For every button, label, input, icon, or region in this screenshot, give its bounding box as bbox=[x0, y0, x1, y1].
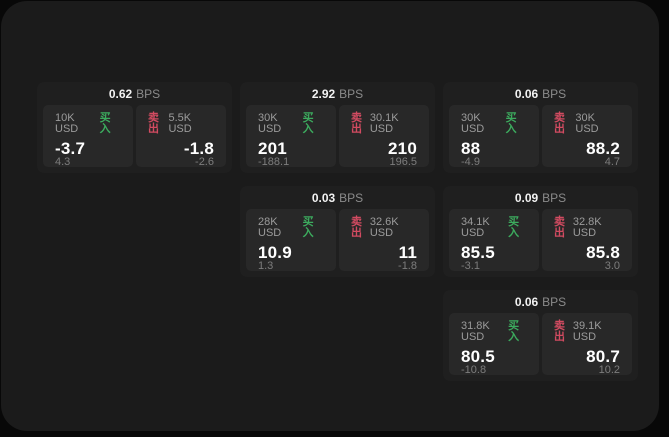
buy-delta: -4.9 bbox=[461, 156, 480, 168]
sell-side-panel[interactable]: 卖出 32.6K USD 11 -1.8 bbox=[339, 209, 429, 272]
spread-bps-value: 0.09 bbox=[514, 190, 539, 205]
buy-label: 买入 bbox=[99, 112, 111, 135]
sell-price: 80.7 bbox=[586, 347, 620, 366]
buy-price: -3.7 bbox=[55, 139, 86, 158]
spread-bps-unit: BPS bbox=[542, 190, 567, 205]
sell-amount: 30.1K USD bbox=[369, 112, 399, 135]
sell-price: 210 bbox=[388, 139, 417, 158]
buy-amount: 31.8K USD bbox=[461, 320, 490, 343]
buy-delta: -10.8 bbox=[461, 364, 487, 376]
buy-amount: 10K USD bbox=[55, 112, 79, 135]
buy-delta: 1.3 bbox=[258, 260, 274, 272]
buy-amount: 28K USD bbox=[258, 216, 282, 239]
sell-delta: -2.6 bbox=[195, 156, 214, 168]
buy-price: 10.9 bbox=[258, 243, 292, 262]
buy-label: 买入 bbox=[508, 320, 520, 343]
sell-side-panel[interactable]: 卖出 32.8K USD 85.8 3.0 bbox=[542, 209, 632, 272]
sell-amount: 32.6K USD bbox=[369, 216, 399, 239]
sell-delta: -1.8 bbox=[398, 260, 417, 272]
sell-price: 11 bbox=[398, 243, 417, 262]
sell-amount: 39.1K USD bbox=[572, 320, 602, 343]
sell-amount: 30K USD bbox=[575, 112, 599, 135]
quote-card: 0.06 BPS 31.8K USD 买入 80.5 -10.8 卖出 39.1… bbox=[443, 290, 638, 381]
quote-card: 0.62 BPS 10K USD 买入 -3.7 4.3 卖出 5.5K USD… bbox=[37, 82, 232, 173]
buy-amount: 34.1K USD bbox=[461, 216, 490, 239]
sell-side-panel[interactable]: 卖出 30.1K USD 210 196.5 bbox=[339, 105, 429, 168]
buy-delta: -188.1 bbox=[258, 156, 290, 168]
sell-amount: 5.5K USD bbox=[168, 112, 192, 135]
spread-bps-value: 0.03 bbox=[311, 190, 336, 205]
quote-card-header: 0.09 BPS bbox=[449, 186, 632, 209]
buy-amount: 30K USD bbox=[461, 112, 485, 135]
buy-side-panel[interactable]: 34.1K USD 买入 85.5 -3.1 bbox=[449, 209, 539, 272]
buy-side-panel[interactable]: 30K USD 买入 201 -188.1 bbox=[246, 105, 336, 168]
quote-card-header: 0.62 BPS bbox=[43, 82, 226, 105]
quote-card-header: 0.06 BPS bbox=[449, 82, 632, 105]
buy-price: 88 bbox=[461, 139, 481, 158]
sell-delta: 196.5 bbox=[389, 156, 417, 168]
quote-card: 0.06 BPS 30K USD 买入 88 -4.9 卖出 30K USD 8… bbox=[443, 82, 638, 173]
buy-delta: 4.3 bbox=[55, 156, 71, 168]
buy-side-panel[interactable]: 10K USD 买入 -3.7 4.3 bbox=[43, 105, 133, 168]
sell-label: 卖出 bbox=[554, 320, 565, 343]
sell-price: 88.2 bbox=[586, 139, 620, 158]
quote-card: 2.92 BPS 30K USD 买入 201 -188.1 卖出 30.1K … bbox=[240, 82, 435, 173]
sell-delta: 4.7 bbox=[604, 156, 620, 168]
buy-amount: 30K USD bbox=[258, 112, 282, 135]
sell-label: 卖出 bbox=[351, 112, 362, 135]
spread-bps-unit: BPS bbox=[339, 190, 364, 205]
buy-label: 买入 bbox=[505, 112, 517, 135]
spread-bps-value: 0.06 bbox=[514, 86, 539, 101]
sell-side-panel[interactable]: 卖出 39.1K USD 80.7 10.2 bbox=[542, 313, 632, 376]
spread-bps-value: 2.92 bbox=[311, 86, 336, 101]
buy-label: 买入 bbox=[508, 216, 520, 239]
buy-delta: -3.1 bbox=[461, 260, 480, 272]
sell-amount: 32.8K USD bbox=[572, 216, 602, 239]
quote-card: 0.09 BPS 34.1K USD 买入 85.5 -3.1 卖出 32.8K… bbox=[443, 186, 638, 277]
quote-card-header: 0.06 BPS bbox=[449, 290, 632, 313]
sell-side-panel[interactable]: 卖出 5.5K USD -1.8 -2.6 bbox=[136, 105, 226, 168]
buy-price: 201 bbox=[258, 139, 287, 158]
spread-bps-unit: BPS bbox=[542, 294, 567, 309]
sell-price: 85.8 bbox=[586, 243, 620, 262]
quote-card-header: 2.92 BPS bbox=[246, 82, 429, 105]
spread-bps-unit: BPS bbox=[542, 86, 567, 101]
spread-bps-value: 0.06 bbox=[514, 294, 539, 309]
buy-price: 80.5 bbox=[461, 347, 495, 366]
buy-label: 买入 bbox=[302, 112, 314, 135]
buy-price: 85.5 bbox=[461, 243, 495, 262]
buy-label: 买入 bbox=[302, 216, 314, 239]
quote-card-header: 0.03 BPS bbox=[246, 186, 429, 209]
spread-bps-value: 0.62 bbox=[108, 86, 133, 101]
sell-label: 卖出 bbox=[148, 112, 159, 135]
sell-delta: 10.2 bbox=[598, 364, 620, 376]
sell-label: 卖出 bbox=[554, 112, 565, 135]
sell-label: 卖出 bbox=[351, 216, 362, 239]
buy-side-panel[interactable]: 31.8K USD 买入 80.5 -10.8 bbox=[449, 313, 539, 376]
buy-side-panel[interactable]: 28K USD 买入 10.9 1.3 bbox=[246, 209, 336, 272]
sell-delta: 3.0 bbox=[604, 260, 620, 272]
buy-side-panel[interactable]: 30K USD 买入 88 -4.9 bbox=[449, 105, 539, 168]
spread-bps-unit: BPS bbox=[339, 86, 364, 101]
sell-price: -1.8 bbox=[183, 139, 214, 158]
sell-label: 卖出 bbox=[554, 216, 565, 239]
sell-side-panel[interactable]: 卖出 30K USD 88.2 4.7 bbox=[542, 105, 632, 168]
quote-card: 0.03 BPS 28K USD 买入 10.9 1.3 卖出 32.6K US… bbox=[240, 186, 435, 277]
spread-bps-unit: BPS bbox=[136, 86, 161, 101]
